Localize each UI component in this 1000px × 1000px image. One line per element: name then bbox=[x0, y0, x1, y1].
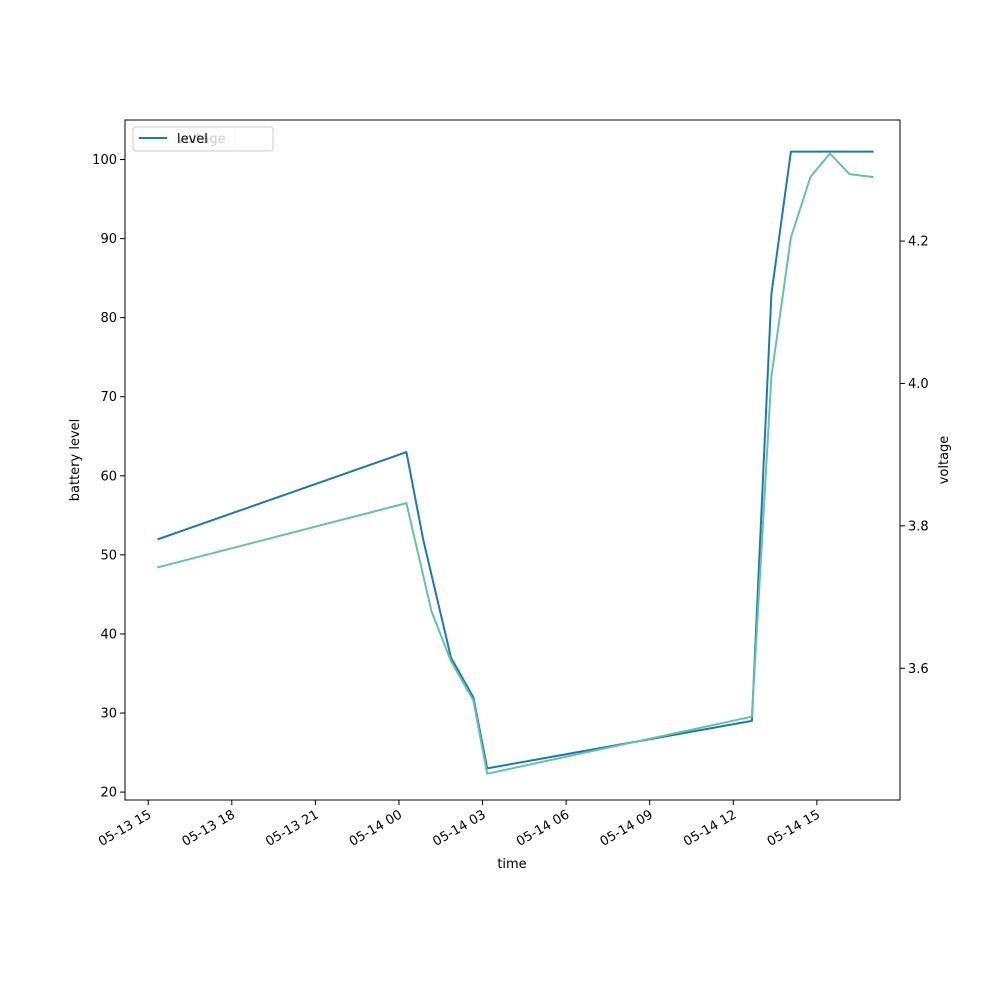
left-y-tick-label: 80 bbox=[100, 311, 117, 326]
right-y-tick-label: 4.0 bbox=[908, 377, 929, 392]
right-y-tick-label: 4.2 bbox=[908, 235, 929, 250]
voltage-point bbox=[871, 175, 875, 179]
voltage-point bbox=[769, 374, 773, 378]
voltage-point bbox=[808, 175, 812, 179]
voltage-point bbox=[828, 152, 832, 156]
voltage-point bbox=[430, 609, 434, 613]
legend-level-label: level bbox=[177, 132, 208, 147]
level-point bbox=[789, 150, 793, 154]
right-y-tick-label: 3.8 bbox=[908, 519, 929, 534]
level-point bbox=[404, 450, 408, 454]
voltage-point bbox=[750, 715, 754, 719]
voltage-point bbox=[789, 236, 793, 240]
right-y-tick-label: 3.6 bbox=[908, 662, 929, 677]
plot-lines bbox=[156, 150, 875, 776]
voltage-point bbox=[449, 659, 453, 663]
left-y-tick-label: 30 bbox=[100, 707, 117, 722]
right-y-axis: 3.6 3.8 4.0 4.2 bbox=[900, 235, 929, 677]
left-y-tick-label: 50 bbox=[100, 548, 117, 563]
voltage-point bbox=[156, 565, 160, 569]
level-point bbox=[769, 292, 773, 296]
voltage-point bbox=[485, 772, 489, 776]
level-point bbox=[421, 537, 425, 541]
level-point bbox=[871, 150, 875, 154]
left-y-tick-label: 100 bbox=[92, 153, 117, 168]
plot-frame bbox=[124, 119, 901, 801]
voltage-point bbox=[471, 698, 475, 702]
left-y-tick-label: 20 bbox=[100, 786, 117, 801]
left-y-axis-label: battery level bbox=[68, 419, 83, 502]
voltage-point bbox=[404, 501, 408, 505]
level-point bbox=[156, 537, 160, 541]
legend-level: level bbox=[132, 126, 274, 152]
left-y-axis: 20 30 40 50 60 70 80 90 100 bbox=[92, 153, 125, 801]
level-point bbox=[750, 719, 754, 723]
x-axis-label: time bbox=[497, 857, 526, 872]
right-y-axis-label: voltage bbox=[937, 436, 952, 485]
left-y-tick-label: 60 bbox=[100, 469, 117, 484]
voltage-line bbox=[157, 152, 874, 775]
voltage-point bbox=[847, 172, 851, 176]
left-y-tick-label: 90 bbox=[100, 232, 117, 247]
left-y-tick-label: 40 bbox=[100, 627, 117, 642]
left-y-tick-label: 70 bbox=[100, 390, 117, 405]
